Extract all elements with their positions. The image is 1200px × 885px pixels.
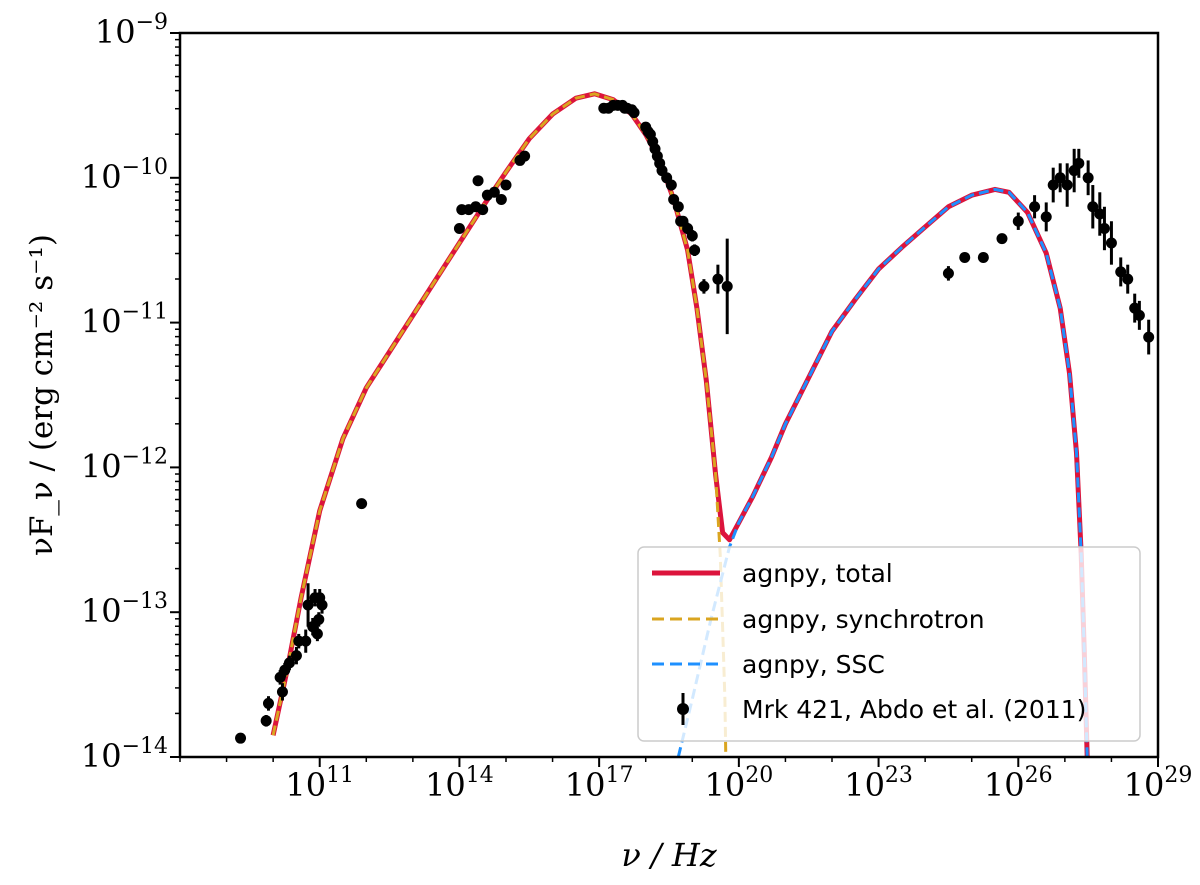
x-tick-label: 1020: [704, 763, 773, 804]
plot-frame: [178, 31, 1160, 759]
data-point: [1098, 222, 1110, 234]
y-tick-label: 10−10: [81, 155, 168, 196]
y-tick-label: 10−11: [81, 300, 168, 341]
x-axis-label: ν / Hz: [621, 836, 717, 874]
data-point: [495, 194, 507, 206]
data-point: [290, 650, 302, 662]
y-tick-label: 10−12: [81, 444, 168, 485]
data-point: [672, 201, 684, 213]
data-point: [453, 222, 465, 234]
data-point: [313, 613, 325, 625]
y-tick-label: 10−13: [81, 589, 168, 630]
data-point: [316, 599, 328, 611]
data-point: [283, 657, 295, 669]
series-layer: [270, 91, 1090, 758]
data-point: [472, 175, 484, 187]
legend-label-total: agnpy, total: [742, 559, 893, 588]
data-point: [488, 186, 500, 198]
data-point: [311, 628, 323, 640]
x-ticks: 1011 1014 1017 1020 1023 1026 1029: [179, 757, 1193, 804]
data-point: [977, 251, 989, 263]
data-point: [698, 280, 710, 292]
data-point: [665, 179, 677, 191]
series-line-2: [676, 187, 1089, 758]
data-point: [1122, 273, 1134, 285]
legend-frame: [637, 546, 1141, 742]
data-point: [262, 697, 274, 709]
y-tick-label: 10−14: [81, 734, 168, 775]
data-point: [721, 280, 733, 292]
data-point: [477, 204, 489, 216]
x-tick-label: 1023: [844, 763, 913, 804]
data-point: [260, 715, 272, 727]
legend-swatch-data-marker: [677, 703, 689, 715]
x-tick-label: 1014: [425, 763, 494, 804]
data-point: [1094, 208, 1106, 220]
data-point: [500, 179, 512, 191]
data-point: [996, 233, 1008, 245]
x-tick-label: 1011: [285, 763, 354, 804]
data-point: [302, 599, 314, 611]
data-point: [1047, 179, 1059, 191]
x-tick-label: 1029: [1124, 763, 1193, 804]
data-point: [1061, 179, 1073, 191]
data-point: [1143, 331, 1155, 343]
x-tick-label: 1026: [984, 763, 1053, 804]
data-point: [959, 251, 971, 263]
series-line-1: [271, 92, 728, 758]
data-point: [1082, 172, 1094, 184]
y-ticks: 10−14 10−13 10−12 10−11 10−10 10−9: [81, 10, 180, 775]
legend-label-synchrotron: agnpy, synchrotron: [742, 605, 985, 634]
y-axis-label: νF_ν / (erg cm⁻² s⁻¹): [24, 234, 60, 556]
data-point: [1054, 172, 1066, 184]
data-point: [1040, 211, 1052, 223]
data-point: [628, 107, 640, 119]
x-tick-label: 1017: [565, 763, 634, 804]
legend-label-ssc: agnpy, SSC: [742, 650, 885, 679]
data-point: [689, 244, 701, 256]
data-points-layer: [235, 99, 1155, 744]
data-point: [942, 267, 954, 279]
data-point: [1087, 201, 1099, 213]
data-point: [276, 686, 288, 698]
y-tick-label: 10−9: [95, 10, 168, 51]
data-point: [1105, 237, 1117, 249]
data-point: [1115, 266, 1127, 278]
data-point: [1133, 309, 1145, 321]
data-point: [1073, 157, 1085, 169]
data-point: [1029, 201, 1041, 213]
data-point: [300, 635, 312, 647]
data-point: [686, 230, 698, 242]
legend-label-data: Mrk 421, Abdo et al. (2011): [742, 695, 1086, 724]
data-point: [235, 732, 247, 744]
legend: agnpy, total agnpy, synchrotron agnpy, S…: [637, 546, 1141, 742]
data-point: [1012, 215, 1024, 227]
data-point: [356, 498, 368, 510]
data-point: [712, 273, 724, 285]
data-point: [519, 150, 531, 162]
